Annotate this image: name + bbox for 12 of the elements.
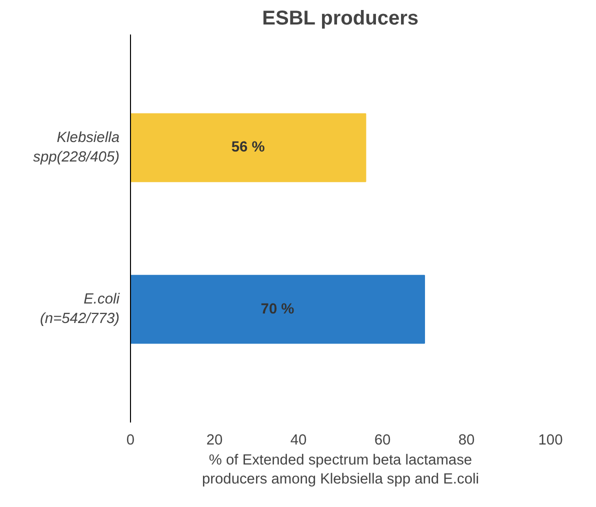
x-axis-title: % of Extended spectrum beta lactamase producers among Klebsiella spp and E.coli [202, 452, 480, 488]
x-tick-label: 100 [538, 432, 563, 448]
x-tick-label: 60 [374, 432, 391, 448]
y-tick-label: E.coli (n=542/773) [40, 292, 120, 327]
x-tick-label: 20 [206, 432, 223, 448]
y-tick-label: Klebsiella spp(228/405) [33, 130, 120, 166]
x-tick-label: 80 [458, 432, 475, 448]
x-tick-label: 0 [126, 432, 135, 448]
data-label: 70 % [260, 301, 294, 318]
chart-title: ESBL producers [262, 8, 418, 30]
x-tick-label: 40 [290, 432, 307, 448]
data-label: 56 % [231, 140, 265, 156]
